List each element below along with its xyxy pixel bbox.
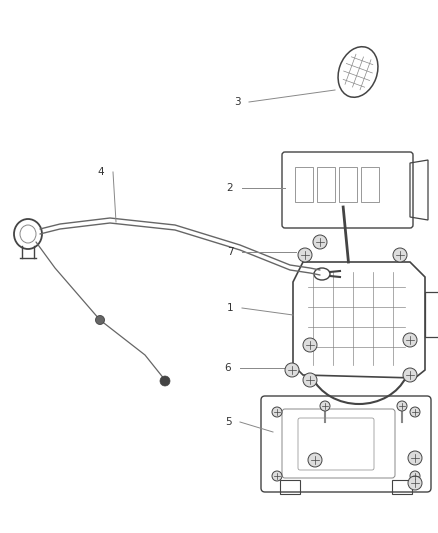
Bar xyxy=(392,480,412,494)
Text: 7: 7 xyxy=(227,247,233,257)
Ellipse shape xyxy=(313,235,327,249)
Ellipse shape xyxy=(298,248,312,262)
Ellipse shape xyxy=(408,451,422,465)
Ellipse shape xyxy=(285,363,299,377)
Ellipse shape xyxy=(272,407,282,417)
Text: 5: 5 xyxy=(225,417,231,427)
Bar xyxy=(295,167,313,202)
Ellipse shape xyxy=(303,373,317,387)
Ellipse shape xyxy=(160,376,170,386)
Ellipse shape xyxy=(393,248,407,262)
Ellipse shape xyxy=(95,316,105,325)
Text: 3: 3 xyxy=(234,97,240,107)
Ellipse shape xyxy=(410,407,420,417)
Ellipse shape xyxy=(403,368,417,382)
Bar xyxy=(425,292,438,337)
Ellipse shape xyxy=(308,453,322,467)
Text: 1: 1 xyxy=(227,303,233,313)
Bar xyxy=(280,480,300,494)
Ellipse shape xyxy=(403,333,417,347)
Ellipse shape xyxy=(320,401,330,411)
Text: 4: 4 xyxy=(98,167,104,177)
Ellipse shape xyxy=(410,471,420,481)
Text: 6: 6 xyxy=(225,363,231,373)
Ellipse shape xyxy=(408,476,422,490)
Bar xyxy=(317,167,335,202)
Ellipse shape xyxy=(397,401,407,411)
Text: 2: 2 xyxy=(227,183,233,193)
Bar xyxy=(361,167,379,202)
Bar xyxy=(339,167,357,202)
Ellipse shape xyxy=(303,338,317,352)
Ellipse shape xyxy=(272,471,282,481)
